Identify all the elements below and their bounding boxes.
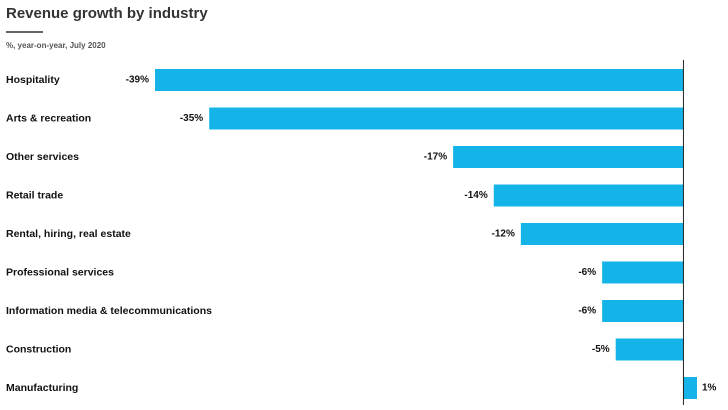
bar <box>520 223 684 245</box>
category-label: Arts & recreation <box>6 112 91 124</box>
bar <box>683 377 697 399</box>
category-label: Hospitality <box>6 74 60 86</box>
value-label: -39% <box>126 75 149 86</box>
bar <box>602 300 684 322</box>
bar <box>602 261 684 284</box>
chart-subtitle: %, year-on-year, July 2020 <box>6 41 106 50</box>
bar <box>155 69 684 91</box>
bar <box>209 107 684 130</box>
value-label: 1% <box>702 383 717 394</box>
value-label: -35% <box>180 113 203 124</box>
category-label: Construction <box>6 343 71 355</box>
chart-title: Revenue growth by industry <box>6 5 208 22</box>
category-label: Information media & telecommunications <box>6 305 212 317</box>
value-label: -6% <box>578 267 596 278</box>
category-label: Rental, hiring, real estate <box>6 228 131 240</box>
value-label: -12% <box>491 229 514 240</box>
category-label: Other services <box>6 151 79 163</box>
category-label: Manufacturing <box>6 382 78 394</box>
bar <box>615 338 684 361</box>
value-label: -6% <box>578 306 596 317</box>
value-label: -17% <box>424 152 447 163</box>
category-label: Retail trade <box>6 189 63 201</box>
category-label: Professional services <box>6 266 114 278</box>
value-label: -14% <box>464 190 487 201</box>
bar <box>493 184 684 207</box>
value-label: -5% <box>592 344 610 355</box>
bar <box>453 146 684 168</box>
